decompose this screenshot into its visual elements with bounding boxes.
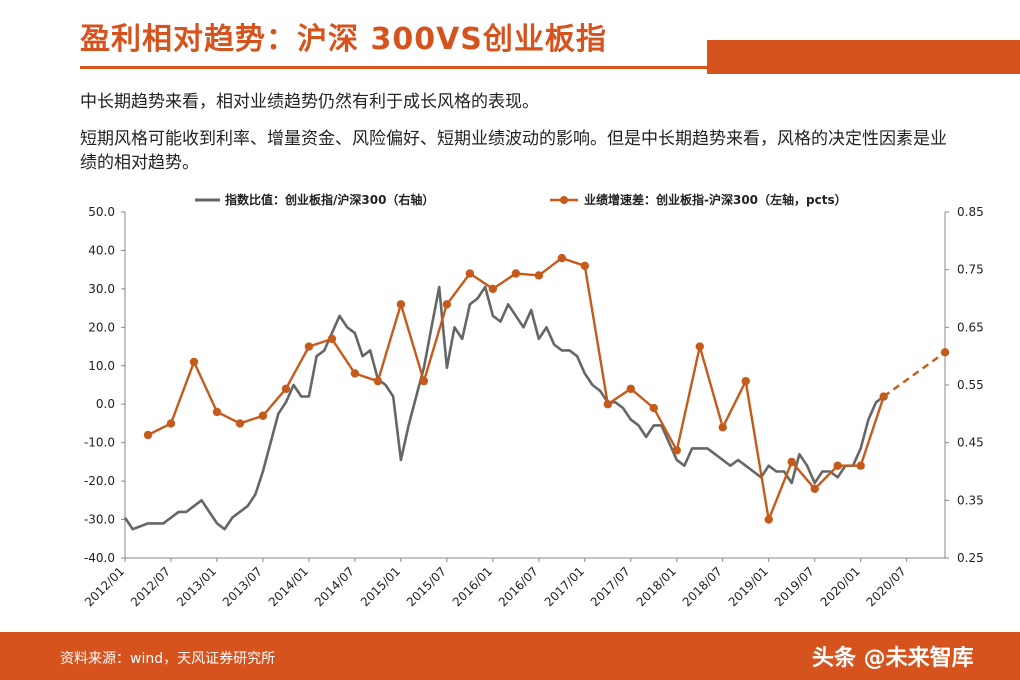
growth-gap-point <box>833 461 842 470</box>
growth-gap-point <box>672 446 681 455</box>
x-tick-label: 2016/01 <box>450 564 495 609</box>
y-right-tick-label: 0.55 <box>957 378 984 392</box>
growth-gap-point <box>603 400 613 409</box>
legend-growth-gap-label: 业绩增速差：创业板指-沪深300（左轴，pcts） <box>584 192 847 207</box>
legend-index-ratio-label: 指数比值：创业板指/沪深300（右轴） <box>225 192 434 207</box>
series-index-ratio-line <box>123 285 885 531</box>
series-growth-gap-line <box>147 256 885 525</box>
y-right-tick-label: 0.35 <box>957 493 984 507</box>
growth-gap-point <box>419 376 429 386</box>
growth-gap-point <box>626 384 635 394</box>
growth-gap-point <box>235 419 245 428</box>
page-title: 盈利相对趋势：沪深 300VS创业板指 <box>80 22 607 57</box>
summary-paragraph-1: 中长期趋势来看，相对业绩趋势仍然有利于成长风格的表现。 <box>80 92 539 112</box>
y-left-tick-label: 40.0 <box>88 243 115 257</box>
x-tick-label: 2012/07 <box>128 564 173 609</box>
y-left-tick-label: 30.0 <box>88 282 115 296</box>
growth-gap-point <box>488 284 498 294</box>
x-tick-label: 2019/07 <box>772 564 817 609</box>
growth-gap-point <box>580 261 590 271</box>
x-tick-label: 2019/01 <box>726 564 771 609</box>
growth-gap-point <box>212 407 222 417</box>
y-right-tick-label: 0.25 <box>957 551 984 565</box>
growth-gap-point <box>143 430 153 440</box>
growth-gap-point <box>465 269 475 278</box>
x-tick-label: 2013/01 <box>174 564 219 609</box>
y-left-tick-label: -10.0 <box>84 436 115 450</box>
y-right-tick-label: 0.75 <box>957 263 984 277</box>
growth-gap-point <box>534 271 544 280</box>
growth-gap-point <box>350 369 360 378</box>
y-left-tick-label: -30.0 <box>84 513 115 527</box>
source-note: 资料来源：wind，天风证券研究所 <box>60 651 276 667</box>
x-tick-label: 2014/07 <box>312 564 357 609</box>
growth-gap-point <box>856 461 865 470</box>
x-tick-label: 2014/01 <box>266 564 311 609</box>
x-tick-label: 2020/07 <box>864 564 909 609</box>
y-left-tick-label: 20.0 <box>88 320 115 334</box>
x-tick-label: 2018/01 <box>634 564 679 609</box>
growth-gap-point <box>442 300 452 309</box>
x-tick-label: 2015/07 <box>404 564 449 609</box>
watermark: 头条 @未来智库 <box>812 646 974 671</box>
y-right-tick-label: 0.65 <box>957 320 984 334</box>
y-left-tick-label: 0.0 <box>96 397 115 411</box>
growth-gap-point <box>304 342 314 351</box>
growth-gap-point <box>396 300 406 309</box>
growth-gap-point <box>741 376 750 386</box>
growth-gap-point <box>189 357 199 367</box>
growth-gap-point <box>787 457 796 467</box>
title-divider <box>80 66 1020 69</box>
growth-gap-point <box>940 348 950 357</box>
y-right-tick-label: 0.85 <box>957 205 984 219</box>
growth-gap-point <box>557 253 567 263</box>
growth-gap-point <box>511 269 521 278</box>
x-tick-label: 2012/01 <box>82 564 127 609</box>
growth-gap-point <box>810 484 819 493</box>
x-tick-label: 2018/07 <box>680 564 725 609</box>
x-tick-label: 2015/01 <box>358 564 403 609</box>
growth-gap-point <box>718 423 727 432</box>
growth-gap-point <box>373 376 383 386</box>
x-tick-label: 2020/01 <box>818 564 863 609</box>
series-forecast-dashed-line <box>882 351 946 398</box>
dual-axis-line-chart: -40.0 -30.0 -20.0 -10.0 0.0 10.0 20.0 30.0 40.0 5… <box>82 192 984 609</box>
x-tick-label: 2013/07 <box>220 564 265 609</box>
growth-gap-point <box>764 515 773 524</box>
growth-gap-point <box>649 403 658 413</box>
x-tick-label: 2017/07 <box>588 564 633 609</box>
y-left-tick-label: 50.0 <box>88 205 115 219</box>
footer-bar <box>0 632 1020 680</box>
growth-gap-point <box>281 384 291 394</box>
legend-growth-gap-marker <box>560 196 568 204</box>
summary-paragraph-2: 短期风格可能收到利率、增量资金、风险偏好、短期业绩波动的影响。但是中长期趋势来看… <box>80 129 947 173</box>
y-left-tick-label: -40.0 <box>84 551 115 565</box>
x-tick-label: 2017/01 <box>542 564 587 609</box>
y-left-tick-label: 10.0 <box>88 359 115 373</box>
growth-gap-point <box>258 411 268 420</box>
growth-gap-point <box>166 419 176 428</box>
y-right-tick-label: 0.45 <box>957 436 984 450</box>
growth-gap-point <box>695 342 704 351</box>
y-left-tick-label: -20.0 <box>84 474 115 488</box>
growth-gap-point <box>327 334 337 344</box>
x-tick-label: 2016/07 <box>496 564 541 609</box>
